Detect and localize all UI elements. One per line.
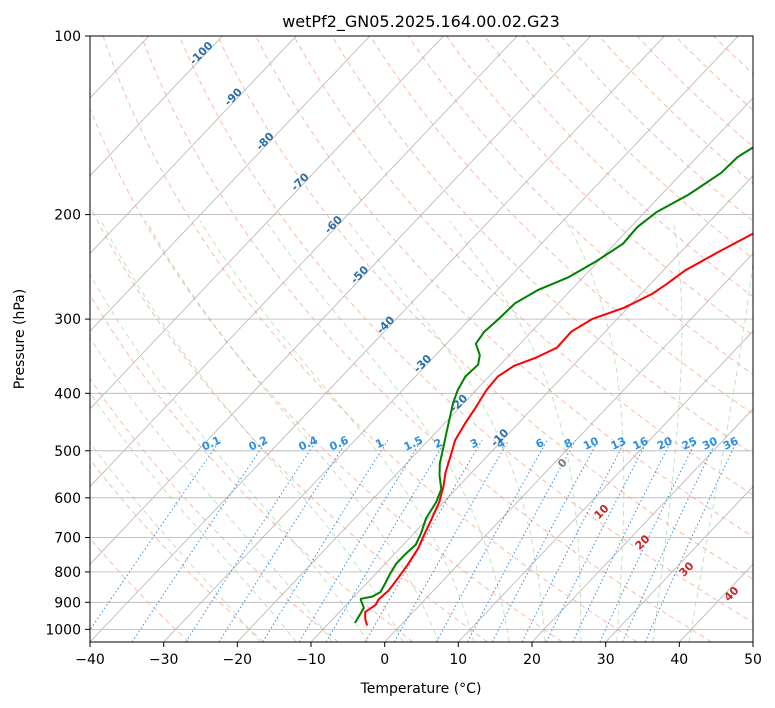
isotherm-line xyxy=(384,252,753,642)
moist-adiabat-line xyxy=(100,220,404,642)
dry-adiabat-line xyxy=(217,36,753,580)
dry-adiabat-line xyxy=(90,294,414,642)
x-tick-label: 40 xyxy=(670,652,688,668)
mixing-ratio-label: 16 xyxy=(631,434,651,452)
x-tick-label: −10 xyxy=(296,652,326,668)
moist-adiabat-line xyxy=(90,392,297,642)
dry-adiabat-line xyxy=(560,36,753,222)
mixing-ratio-line xyxy=(325,440,447,642)
mixing-ratio-label: 13 xyxy=(609,435,628,453)
y-tick-label: 900 xyxy=(54,595,81,611)
isotherm-line xyxy=(90,36,371,332)
mixing-ratio-line xyxy=(90,440,221,631)
mixing-ratio-line xyxy=(644,440,738,642)
y-axis-title: Pressure (hPa) xyxy=(12,289,28,389)
x-tick-label: 30 xyxy=(597,652,615,668)
x-tick-label: −40 xyxy=(75,652,105,668)
moist-adiabat-line xyxy=(688,258,753,642)
dry-adiabat-line xyxy=(407,36,753,375)
dry-adiabat-line xyxy=(90,537,190,642)
y-tick-label: 100 xyxy=(54,29,81,45)
y-tick-label: 500 xyxy=(54,444,81,460)
dewpoint-profile-line xyxy=(354,146,753,624)
moist-adiabat-line xyxy=(347,220,546,642)
temperature-profile-line xyxy=(364,232,753,626)
mixing-ratio-line xyxy=(545,440,648,642)
mixing-ratio-line xyxy=(185,440,318,642)
grid-layer xyxy=(90,36,753,642)
mixing-ratio-line xyxy=(599,440,697,642)
mixing-ratio-label: 10 xyxy=(581,434,601,452)
y-tick-label: 1000 xyxy=(45,622,81,638)
isotherm-line xyxy=(90,36,223,177)
x-tick-label: 0 xyxy=(380,652,389,668)
dry-adiabat-line xyxy=(484,36,753,298)
dry-adiabat-line xyxy=(90,458,264,642)
mixing-ratio-line xyxy=(298,440,422,642)
isotherm-line xyxy=(310,175,753,642)
isotherm-line xyxy=(90,36,665,642)
dry-adiabat-line xyxy=(293,36,753,496)
mixing-ratio-label: 36 xyxy=(721,434,741,452)
y-tick-label: 400 xyxy=(54,386,81,402)
isotherm-line xyxy=(90,36,444,410)
mixing-ratio-line xyxy=(131,440,268,642)
isotherm-line xyxy=(531,408,753,642)
moist-adiabat-line xyxy=(565,220,625,642)
isotherm-line xyxy=(90,36,297,255)
mixing-ratio-line xyxy=(572,440,673,642)
y-tick-label: 800 xyxy=(54,565,81,581)
mixing-ratio-line xyxy=(364,440,483,642)
dry-adiabat-line xyxy=(522,36,753,260)
mixing-ratio-label: 25 xyxy=(680,435,699,453)
isotherm-line xyxy=(458,330,753,642)
y-tick-label: 300 xyxy=(54,312,81,328)
moist-adiabat-line xyxy=(652,220,683,642)
dry-adiabat-line xyxy=(369,36,753,415)
mixing-ratio-line xyxy=(621,440,718,642)
dry-adiabat-line xyxy=(636,36,753,148)
x-tick-label: 10 xyxy=(449,652,467,668)
isotherm-line xyxy=(605,486,753,642)
moist-adiabat-line xyxy=(90,441,261,642)
x-axis-title: Temperature (°C) xyxy=(360,681,482,697)
x-tick-label: 50 xyxy=(744,652,762,668)
series-layer xyxy=(354,146,753,626)
plot-background xyxy=(90,36,753,642)
dry-adiabat-line xyxy=(446,36,753,336)
dry-adiabat-line xyxy=(140,36,712,642)
dry-adiabat-line xyxy=(598,36,753,185)
moist-adiabat-line xyxy=(199,220,475,642)
isotherm-line xyxy=(163,36,739,642)
plot-frame xyxy=(89,35,754,643)
x-tick-label: 20 xyxy=(523,652,541,668)
x-tick-label: −30 xyxy=(149,652,179,668)
dry-adiabat-line xyxy=(102,36,638,642)
y-tick-label: 700 xyxy=(54,531,81,547)
mixing-ratio-label: 20 xyxy=(655,434,675,452)
isotherm-line xyxy=(237,97,753,642)
mixing-ratio-label: 30 xyxy=(700,434,720,452)
mixing-ratio-line xyxy=(393,440,509,642)
moist-adiabat-line xyxy=(449,220,582,642)
isotherm-line xyxy=(90,36,518,488)
chart-title: wetPf2_GN05.2025.164.00.02.G23 xyxy=(282,12,560,32)
moist-adiabat-line xyxy=(90,336,333,642)
dry-adiabat-line xyxy=(331,36,753,455)
dry-adiabat-line xyxy=(178,36,753,623)
moist-adiabat-line xyxy=(265,220,510,642)
x-tick-label: −20 xyxy=(223,652,253,668)
y-tick-label: 200 xyxy=(54,208,81,224)
moist-adiabat-line xyxy=(145,220,439,642)
y-tick-label: 600 xyxy=(54,491,81,507)
isotherm-line xyxy=(90,36,592,565)
mixing-ratio-line xyxy=(521,440,626,642)
